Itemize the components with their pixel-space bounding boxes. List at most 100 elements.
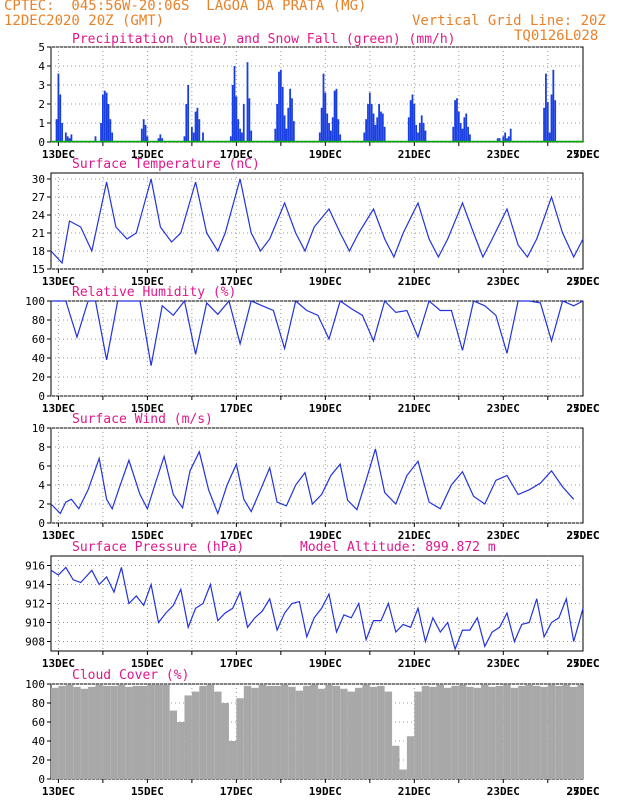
wind-ytick-label-5: 10 [32, 422, 45, 435]
temp-ytick-label-2: 21 [32, 227, 45, 240]
precip-bar-106 [545, 73, 547, 142]
pressure-ytick-label-1: 910 [25, 617, 45, 630]
precip-bar-72 [374, 124, 377, 142]
cloud-bar-68 [555, 685, 563, 779]
precip-ytick-label-1: 1 [38, 117, 45, 130]
cloud-bar-50 [421, 685, 430, 779]
precip-bar-25 [187, 85, 190, 142]
precip-title: Precipitation (blue) and Snow Fall (gree… [72, 32, 456, 47]
rh-series-line [51, 299, 584, 366]
rh-ytick-label-5: 100 [25, 295, 45, 308]
cloud-bar-13 [147, 684, 155, 779]
precip-bar-78 [407, 117, 410, 142]
precip-bar-52 [291, 98, 293, 142]
rh-ytick-label-2: 40 [32, 352, 45, 365]
precip-bar-108 [548, 132, 551, 142]
precip-bar-1 [57, 73, 60, 142]
precip-bar-7 [70, 134, 73, 142]
precip-bar-16 [140, 128, 143, 142]
cloud-bar-15 [162, 684, 170, 779]
precip-bar-85 [420, 115, 423, 142]
cloud-bar-45 [384, 691, 393, 779]
precip-bar-14 [109, 119, 112, 142]
cloud-bar-65 [532, 685, 541, 779]
wind-xlabel-17DEC: 17DEC [220, 529, 253, 542]
precip-bar-57 [324, 92, 327, 142]
precip-bar-91 [457, 111, 460, 142]
cloud-bar-69 [562, 684, 571, 779]
precip-bar-79 [409, 100, 412, 142]
precip-bar-6 [68, 138, 71, 142]
precip-bar-19 [146, 136, 149, 142]
wind-xlabel-21DEC: 21DEC [398, 529, 431, 542]
cloud-bar-55 [458, 684, 467, 779]
precip-bar-21 [159, 134, 162, 142]
pressure-xlabel-25DEC: 25DEC [566, 657, 599, 670]
precip-bar-111 [554, 100, 557, 142]
precip-bar-13 [107, 104, 110, 142]
cloud-bar-21 [206, 684, 215, 779]
cloud-bar-26 [243, 685, 252, 779]
precip-xlabel-19DEC: 19DEC [309, 148, 342, 161]
precip-bar-36 [237, 119, 240, 142]
cloud-bar-34 [303, 685, 311, 779]
precip-bar-24 [185, 104, 188, 142]
cloud-bar-11 [132, 685, 140, 779]
precip-bar-35 [235, 96, 238, 142]
precip-bar-60 [330, 130, 332, 142]
pressure-xlabel-19DEC: 19DEC [309, 657, 342, 670]
wind-xlabel-23DEC: 23DEC [487, 529, 520, 542]
pressure-xlabel-21DEC: 21DEC [398, 657, 431, 670]
cloud-bar-63 [518, 685, 526, 779]
cloud-xlabel-13DEC: 13DEC [42, 785, 75, 798]
rh-title: Relative Humidity (%) [72, 285, 236, 300]
precip-bar-29 [196, 107, 199, 142]
precip-bar-93 [461, 128, 464, 142]
precip-bar-104 [509, 128, 512, 142]
rh-xlabel-13DEC: 13DEC [42, 402, 75, 415]
cloud-bar-10 [125, 686, 133, 779]
cloud-bar-56 [466, 686, 474, 779]
cloud-bar-37 [325, 684, 333, 779]
precip-bar-98 [496, 138, 499, 142]
cloud-bar-46 [392, 745, 400, 779]
cloud-bar-64 [525, 684, 533, 779]
precip-bar-45 [278, 71, 280, 142]
cloud-bar-4 [80, 688, 89, 779]
header-model-code: TQ0126L028 [514, 28, 599, 44]
precip-bar-10 [102, 94, 104, 142]
cloud-ytick-label-4: 80 [32, 697, 45, 710]
temp-ytick-label-1: 18 [32, 245, 45, 258]
precip-bar-71 [372, 113, 375, 142]
cloud-bar-38 [332, 685, 341, 779]
header-run-time: 12DEC2020 20Z (GMT) [4, 13, 165, 29]
cloud-bar-8 [110, 685, 118, 779]
precip-bar-17 [142, 119, 145, 142]
cloud-bar-52 [436, 684, 444, 779]
cloud-bar-41 [355, 687, 363, 779]
precip-bar-74 [378, 104, 380, 142]
cloud-ytick-label-3: 60 [32, 716, 45, 729]
cloud-xlabel-15DEC: 15DEC [131, 785, 164, 798]
precip-bar-73 [376, 117, 379, 142]
wind-xlabel-25DEC: 25DEC [566, 529, 599, 542]
cloud-bar-14 [154, 684, 163, 779]
precip-bar-30 [198, 119, 201, 142]
precip-bar-53 [292, 121, 295, 142]
cloud-bar-47 [399, 769, 407, 779]
cloud-bar-57 [473, 687, 482, 779]
wind-ytick-label-4: 8 [38, 441, 45, 454]
cloud-bar-36 [317, 688, 326, 779]
rh-xlabel-27DEC: 27DEC [566, 402, 599, 415]
temp-ytick-label-0: 15 [32, 263, 45, 276]
pressure-ytick-label-3: 914 [25, 579, 45, 592]
cloud-bar-54 [451, 685, 459, 779]
wind-ytick-label-1: 2 [38, 498, 45, 511]
cloud-bar-2 [65, 684, 74, 779]
pressure-xlabel-15DEC: 15DEC [131, 657, 164, 670]
precip-bar-77 [383, 126, 386, 142]
temp-frame [50, 172, 584, 270]
cloud-bar-23 [221, 703, 229, 779]
cloud-bar-1 [58, 685, 66, 779]
wind-title: Surface Wind (m/s) [72, 412, 213, 427]
